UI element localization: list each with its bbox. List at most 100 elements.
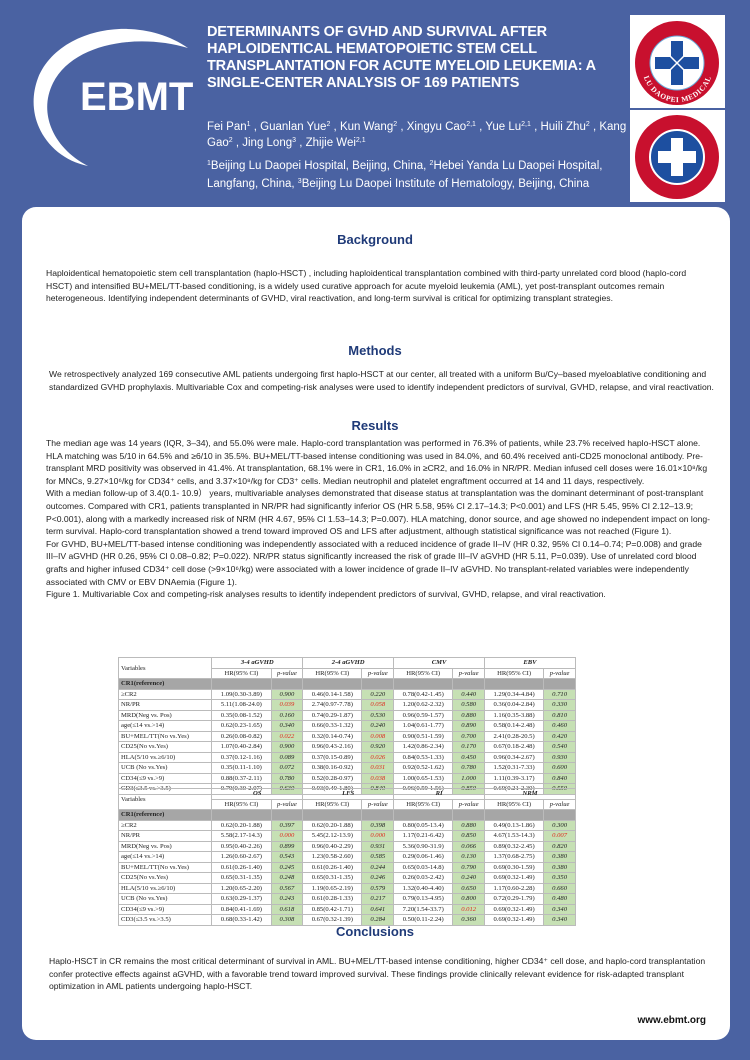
p-value-cell: 0.930 (543, 751, 576, 763)
p-value-cell: 0.543 (270, 851, 304, 863)
hazard-ratio-cell: 1.00(0.65-1.53) (393, 772, 454, 784)
hazard-ratio-cell: 1.09(0.30-3.89) (211, 688, 272, 700)
p-value-cell: 0.240 (361, 720, 395, 732)
variable-name: CD25(No vs.Yes) (117, 741, 213, 753)
results-paragraph: The median age was 14 years (IQR, 3–34),… (46, 438, 708, 486)
p-value-cell: 0.460 (543, 720, 576, 732)
p-value-cell: 0.780 (452, 762, 485, 774)
hazard-ratio-cell: 0.61(0.28-1.33) (302, 893, 363, 905)
p-value-cell: 0.800 (452, 893, 485, 905)
hazard-ratio-cell: 0.65(0.31-1.35) (211, 872, 272, 884)
p-value-cell: 0.350 (543, 872, 576, 884)
p-value-cell: 0.480 (543, 893, 576, 905)
affiliation-text: Hebei Yanda Lu Daopei Hospital, Langfang… (207, 160, 603, 190)
table-row: CD3(≤3.5 vs.>3.5) 0.68(0.33-1.42) 0.308 0.6… (117, 914, 576, 926)
p-value-cell: 1.000 (452, 772, 485, 784)
p-value-cell: 0.022 (270, 730, 304, 742)
outcome-header: OS (211, 788, 304, 800)
hazard-ratio-cell: 1.52(0.31-7.33) (483, 762, 545, 774)
p-value-cell: 0.026 (361, 751, 395, 763)
p-value-header: p-value (361, 667, 395, 679)
table-survival: Variables OS LFS RI NRM HR(95% CI) p-value HR(9… (117, 788, 576, 926)
hazard-ratio-cell: 5.58(2.17-14.3) (211, 830, 272, 842)
p-value-cell: 0.585 (361, 851, 395, 863)
p-value-cell: 0.160 (270, 709, 304, 721)
p-value-cell: 0.700 (452, 730, 485, 742)
empty-cell (543, 809, 576, 821)
p-value-cell: 0.170 (452, 741, 485, 753)
hazard-ratio-cell: 0.74(0.29-1.87) (302, 709, 363, 721)
hr-header: HR(95% CI) (211, 798, 272, 810)
affiliation-text: Beijing Lu Daopei Hospital, Beijing, Chi… (210, 160, 430, 172)
p-value-cell: 0.380 (543, 851, 576, 863)
table-row: HLA(5/10 vs.≥6/10) 0.37(0.12-1.16) 0.089 0.… (117, 751, 576, 763)
variable-name: MRD(Neg vs. Pos) (117, 840, 213, 852)
empty-cell (483, 678, 545, 690)
p-value-cell: 0.240 (452, 872, 485, 884)
table-row: HLA(5/10 vs.≥6/10) 1.20(0.65-2.20) 0.567 1.… (117, 882, 576, 894)
hazard-ratio-cell: 0.69(0.32-1.49) (483, 914, 545, 926)
hazard-ratio-cell: 0.80(0.05-13.4) (393, 819, 454, 831)
empty-cell (302, 809, 363, 821)
hazard-ratio-cell: 7.20(1.54-33.7) (393, 903, 454, 915)
reference-row: CR1(reference) (117, 678, 576, 690)
hazard-ratio-cell: 1.37(0.68-2.75) (483, 851, 545, 863)
table-row: ≥CR2 1.09(0.30-3.89) 0.900 0.46(0.14-1.58) 0… (117, 688, 576, 700)
results-paragraph: For GVHD, BU+MEL/TT-based intense condit… (46, 538, 702, 587)
p-value-cell: 0.899 (270, 840, 304, 852)
hazard-ratio-cell: 1.11(0.39-3.17) (483, 772, 545, 784)
empty-cell (211, 678, 272, 690)
hazard-ratio-cell: 0.95(0.40-2.26) (211, 840, 272, 852)
hazard-ratio-cell: 0.67(0.18-2.48) (483, 741, 545, 753)
empty-cell (393, 678, 454, 690)
hazard-ratio-cell: 1.29(0.34-4.84) (483, 688, 545, 700)
hazard-ratio-cell: 0.58(0.14-2.48) (483, 720, 545, 732)
table-row: NR/PR 5.11(1.08-24.0) 0.039 2.74(0.97-7.78)… (117, 699, 576, 711)
p-value-cell: 0.540 (543, 741, 576, 753)
p-value-cell: 0.420 (543, 730, 576, 742)
p-value-cell: 0.246 (361, 872, 395, 884)
author-name: Huili Zhu (540, 121, 586, 133)
variable-name: HLA(5/10 vs.≥6/10) (117, 882, 213, 894)
affiliation-number: 1 (207, 160, 211, 167)
affiliation-text: Beijing Lu Daopei Institute of Hematolog… (301, 178, 590, 190)
hr-header: HR(95% CI) (211, 667, 272, 679)
outcome-header: 2-4 aGVHD (302, 657, 395, 669)
table-row: CD34(≤9 vs.>9) 0.84(0.41-1.69) 0.618 0.85(0… (117, 903, 576, 915)
table-row: age(≤14 vs.>14) 1.26(0.60-2.67) 0.543 1.23(… (117, 851, 576, 863)
website-url[interactable]: www.ebmt.org (637, 1015, 706, 1026)
p-value-cell: 0.039 (270, 699, 304, 711)
p-value-cell: 0.012 (452, 903, 485, 915)
author-affiliation-number: 2 (393, 121, 398, 128)
author-affiliation-number: 2,1 (355, 137, 366, 144)
table-row: BU+MEL/TT(No vs.Yes) 0.61(0.26-1.40) 0.245… (117, 861, 576, 873)
hazard-ratio-cell: 0.89(0.32-2.45) (483, 840, 545, 852)
p-value-cell: 0.710 (543, 688, 576, 700)
hazard-ratio-cell: 1.32(0.40-4.40) (393, 882, 454, 894)
hazard-ratio-cell: 0.84(0.53-1.33) (393, 751, 454, 763)
empty-cell (211, 809, 272, 821)
table-row: UCB (No vs.Yes) 0.63(0.29-1.37) 0.243 0.61(… (117, 893, 576, 905)
hazard-ratio-cell: 0.85(0.42-1.71) (302, 903, 363, 915)
results-paragraph: With a median follow-up of 3.4(0.1- 10.9… (46, 488, 711, 537)
variable-name: CD34(≤9 vs.>9) (117, 903, 213, 915)
p-value-cell: 0.130 (452, 851, 485, 863)
affiliation-number: 2 (429, 160, 434, 167)
hazard-ratio-cell: 0.26(0.08-0.82) (211, 730, 272, 742)
variables-header: Variables (117, 657, 213, 679)
p-value-cell: 0.850 (452, 830, 485, 842)
empty-cell (483, 809, 545, 821)
variable-name: ≥CR2 (117, 688, 213, 700)
variable-name: ≥CR2 (117, 819, 213, 831)
reference-label: CR1(reference) (117, 678, 213, 690)
hazard-ratio-cell: 1.23(0.58-2.60) (302, 851, 363, 863)
hazard-ratio-cell: 0.88(0.37-2.11) (211, 772, 272, 784)
reference-row: CR1(reference) (117, 809, 576, 821)
outcome-header: LFS (302, 788, 395, 800)
p-value-cell: 0.880 (452, 709, 485, 721)
p-value-cell: 0.530 (361, 709, 395, 721)
outcome-header: 3-4 aGVHD (211, 657, 304, 669)
author-list: Fei Pan1 , Guanlan Yue2 , Kun Wang2 , Xi… (207, 121, 627, 149)
p-value-cell: 0.340 (543, 903, 576, 915)
author-name: Guanlan Yue (260, 121, 327, 133)
